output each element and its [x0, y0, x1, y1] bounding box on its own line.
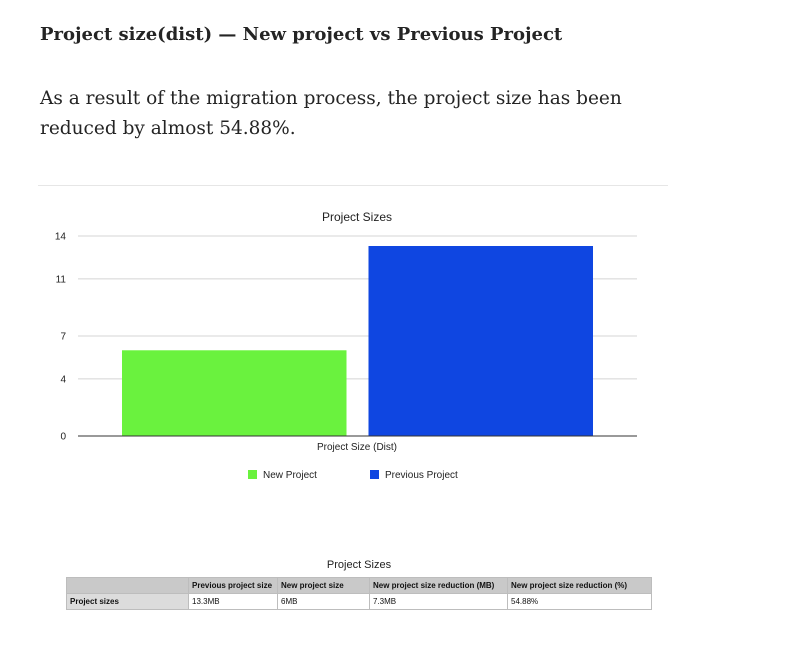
- chart-title: Project Sizes: [322, 210, 392, 224]
- y-axis-ticks: 0 4 7 11 14: [55, 232, 67, 443]
- table-header-reduction-mb: New project size reduction (MB): [369, 577, 508, 594]
- legend-label: Previous Project: [385, 470, 458, 481]
- table-cell-new-size: 6MB: [277, 593, 370, 610]
- table-row: Project sizes 13.3MB 6MB 7.3MB 54.88%: [66, 593, 652, 610]
- x-axis-label: Project Size (Dist): [317, 442, 397, 453]
- project-sizes-chart: Project Sizes 0 4 7 11 14 Project Size (Dist…: [55, 210, 637, 481]
- legend-swatch: [248, 470, 257, 479]
- y-tick-label: 0: [60, 432, 66, 443]
- legend-swatch: [370, 470, 379, 479]
- y-tick-label: 4: [60, 374, 66, 385]
- table-cell-reduction-percent: 54.88%: [507, 593, 652, 610]
- table-row-label: Project sizes: [66, 593, 189, 610]
- table-title: Project Sizes: [326, 559, 392, 571]
- table-cell-reduction-mb: 7.3MB: [369, 593, 508, 610]
- table-header-corner: [66, 577, 189, 594]
- chart-legend: New Project Previous Project: [248, 470, 458, 481]
- y-tick-label: 11: [56, 274, 67, 285]
- chart-bars: [122, 246, 593, 436]
- table-header-new-size: New project size: [277, 577, 370, 594]
- table-header-reduction-percent: New project size reduction (%): [507, 577, 652, 594]
- legend-label: New Project: [263, 470, 317, 481]
- table-cell-previous-size: 13.3MB: [188, 593, 278, 610]
- project-sizes-table: Previous project size New project size N…: [66, 577, 652, 610]
- table-header-previous-size: Previous project size: [188, 577, 278, 594]
- y-tick-label: 7: [60, 332, 66, 343]
- section-divider: [38, 185, 668, 186]
- bar-previous-project: [368, 246, 593, 436]
- y-tick-label: 14: [55, 232, 67, 243]
- article-heading: Project size(dist) — New project vs Prev…: [40, 24, 563, 45]
- table-header-row: Previous project size New project size N…: [66, 577, 652, 594]
- article-paragraph: As a result of the migration process, th…: [40, 88, 622, 139]
- bar-new-project: [122, 350, 347, 436]
